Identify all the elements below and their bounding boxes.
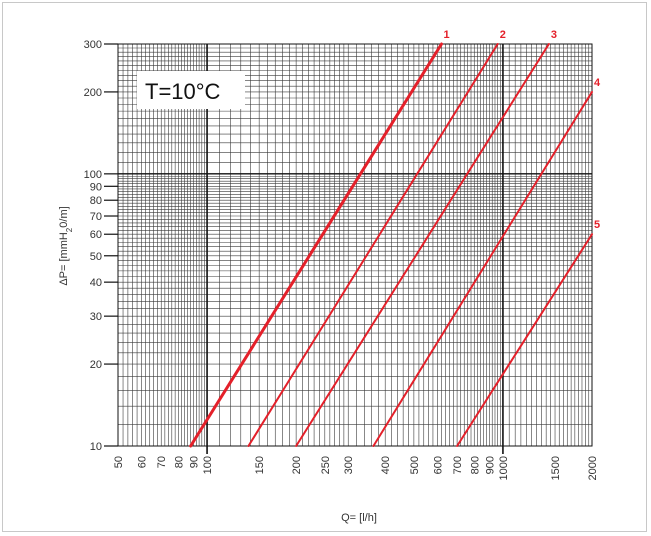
y-tick-label: 40 bbox=[90, 277, 102, 289]
x-tick-label: 60 bbox=[136, 456, 148, 468]
x-tick-label: 250 bbox=[320, 456, 332, 474]
curve-label-4: 4 bbox=[594, 77, 601, 89]
x-tick-label: 800 bbox=[469, 456, 481, 474]
x-tick-label: 2000 bbox=[587, 456, 599, 480]
curve-4 bbox=[372, 90, 593, 447]
annotation-box bbox=[137, 71, 245, 109]
x-tick-labels: 50 60 70 80 90 100 150 200 250 300 400 500 600 700 800… bbox=[113, 456, 599, 480]
x-tick-label: 1000 bbox=[498, 456, 510, 480]
y-tick-label: 20 bbox=[90, 359, 102, 371]
y-tick-label: 80 bbox=[90, 195, 102, 207]
y-tick-label: 10 bbox=[90, 441, 102, 453]
x-tick-label: 200 bbox=[291, 456, 303, 474]
curve-label-3: 3 bbox=[551, 29, 557, 41]
curve-2 bbox=[247, 43, 499, 447]
y-tick-label: 300 bbox=[84, 39, 102, 51]
curve-label-1: 1 bbox=[444, 29, 450, 41]
curve-5 bbox=[456, 233, 593, 447]
curve-1 bbox=[189, 42, 444, 448]
y-tick-label: 50 bbox=[90, 251, 102, 263]
curves bbox=[189, 42, 593, 448]
grid-minor bbox=[117, 43, 593, 447]
x-tick-label: 700 bbox=[452, 456, 464, 474]
temperature-annotation: T=10°C bbox=[145, 79, 221, 104]
grid-major bbox=[104, 43, 593, 454]
plot-border bbox=[117, 43, 593, 447]
x-tick-label: 1500 bbox=[550, 456, 562, 480]
y-axis-title-subscript: 2 bbox=[65, 227, 74, 232]
x-tick-label: 400 bbox=[380, 456, 392, 474]
x-tick-label: 150 bbox=[254, 456, 266, 474]
curve-3 bbox=[295, 43, 550, 447]
curve-label-2: 2 bbox=[500, 29, 506, 41]
x-tick-label: 100 bbox=[202, 456, 214, 474]
y-tick-label: 90 bbox=[90, 181, 102, 193]
x-tick-label: 90 bbox=[189, 456, 201, 468]
x-tick-label: 900 bbox=[484, 456, 496, 474]
y-axis-title-unit: 0/m] bbox=[58, 206, 70, 227]
curve-label-5: 5 bbox=[594, 219, 600, 231]
x-tick-label: 300 bbox=[343, 456, 355, 474]
x-axis-title: Q= [l/h] bbox=[341, 512, 377, 524]
x-tick-label: 70 bbox=[156, 456, 168, 468]
x-tick-label: 80 bbox=[173, 456, 185, 468]
y-tick-label: 30 bbox=[90, 311, 102, 323]
y-tick-label: 100 bbox=[84, 169, 102, 181]
x-tick-label: 500 bbox=[409, 456, 421, 474]
y-tick-label: 200 bbox=[84, 87, 102, 99]
y-tick-label: 70 bbox=[90, 211, 102, 223]
y-axis-title: ΔP= [mmH20/m] bbox=[58, 206, 74, 285]
curve-labels: 1 2 3 4 5 bbox=[444, 29, 601, 231]
y-axis-title-main: ΔP= [mmH bbox=[58, 232, 70, 286]
x-tick-label: 50 bbox=[113, 456, 125, 468]
x-tick-label: 600 bbox=[432, 456, 444, 474]
y-tick-label: 60 bbox=[90, 229, 102, 241]
